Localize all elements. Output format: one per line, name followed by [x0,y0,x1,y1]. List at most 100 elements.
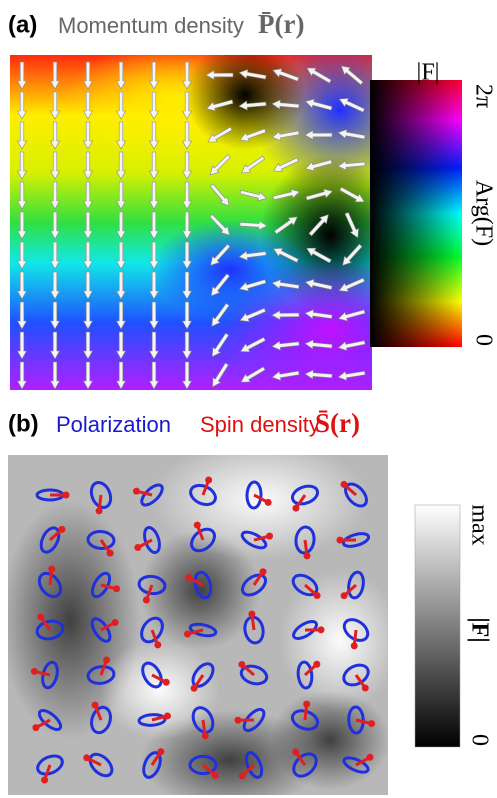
polarization-glyph [292,748,318,778]
polarization-ellipse [142,751,162,779]
polarization-ellipse [342,618,370,642]
arrow [306,67,332,84]
arrow-shape [238,279,267,292]
arrow-shape [181,151,193,180]
arrow-shape [272,157,299,172]
polarization-ellipse [88,752,114,778]
arrow-shape [148,121,160,150]
arrow-shape [49,121,61,150]
polarization-ellipse [341,532,371,548]
arrow [305,188,334,201]
arrow-shape [305,188,334,201]
arrow [115,151,127,180]
spin-head [292,504,300,512]
arrow [271,99,300,110]
arrow [49,181,61,210]
spin-head [259,568,267,576]
polarization-ellipse [290,709,320,731]
polarization-glyph [90,701,112,735]
arrow-shape [82,271,94,300]
arrow [82,331,94,360]
arrow-shape [308,214,329,237]
arrow-shape [148,271,160,300]
arrow-shape [306,247,332,264]
arrow-shape [342,243,363,266]
arrow-shape [115,121,127,150]
arrow [115,241,127,270]
polarization-glyph [35,488,70,502]
arrow-shape [16,271,28,300]
arrow-shape [49,241,61,270]
arrow-shape [240,366,266,383]
spin-head [185,574,193,582]
arrow-shape [210,273,230,297]
arrow-shape [115,331,127,360]
spin-head [41,776,49,784]
arrow [205,99,234,112]
arrow [16,361,28,390]
arrow-shape [239,307,267,322]
arrow-shape [181,361,193,390]
arrow-shape [49,271,61,300]
arrow [115,271,127,300]
arrow-shape [181,121,193,150]
arrow-shape [82,91,94,120]
arrow-shape [304,369,333,380]
spin-head [102,656,110,664]
polarization-glyph [90,571,121,599]
polarization-ellipse [140,483,164,507]
polarization-glyph [185,570,213,600]
intensity-colorbar [414,504,461,748]
arrow [238,250,267,261]
arrow [240,336,266,353]
spin-head [62,491,70,499]
arrow-shape [16,301,28,330]
arrow-shape [148,331,160,360]
arrow-shape [306,67,332,84]
spin-head [238,661,246,669]
arrow [148,271,160,300]
arrow-shape [82,181,94,210]
arrow-shape [82,61,94,90]
polarization-glyph [35,613,65,641]
panel-label: (a) [8,11,37,38]
arrow [339,186,365,203]
polarization-glyph [290,700,320,731]
arrow [238,69,267,80]
panel-label: (b) [8,410,39,437]
arrow [308,214,329,237]
arrow [304,98,333,111]
polarization-glyph [37,565,63,599]
spin-head [238,772,246,780]
arrow [16,331,28,360]
arrow-shape [210,243,231,266]
arrow [271,340,300,351]
polarization-ellipse [294,525,316,555]
arrow-shape [272,188,301,201]
arrow [49,331,61,360]
polarization-ellipse [245,480,263,510]
arrow-shape [339,186,365,203]
arrow-shape [304,98,333,111]
polarization-ellipse [37,571,63,599]
symbol: P̄(r) [258,9,304,39]
arrow-shape [181,61,193,90]
arrow [304,159,333,172]
arrow [304,369,333,380]
arrow-shape [271,310,300,321]
arrow [148,361,160,390]
arrow-shape [304,309,333,320]
colorbar-axis-label: |F| [466,617,492,642]
arrow-shape [49,61,61,90]
spin-head [340,592,348,600]
arrow-shape [115,301,127,330]
polarization-ellipse [137,574,167,596]
arrow-shape [209,154,231,176]
spin-head [336,536,344,544]
arrow-shape [148,211,160,240]
arrow [49,271,61,300]
arrow [16,271,28,300]
arrow [238,279,267,292]
spin-head [211,771,219,779]
arrow-shape [115,241,127,270]
